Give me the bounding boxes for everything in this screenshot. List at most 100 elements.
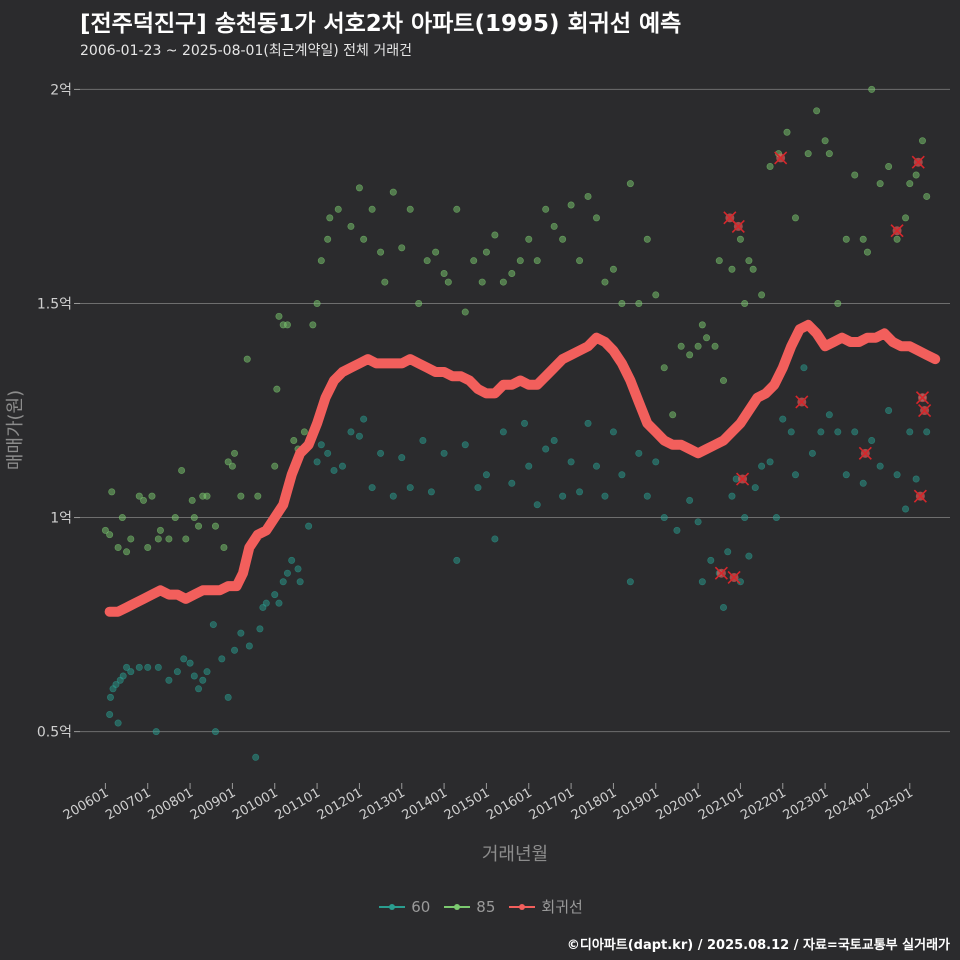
scatter-points <box>101 85 931 761</box>
outlier-marker <box>918 403 932 418</box>
data-point-85 <box>834 299 842 307</box>
data-point-60 <box>440 449 448 457</box>
data-point-85 <box>231 449 239 457</box>
outlier-marker <box>913 489 927 503</box>
x-tick-label: 201901 <box>611 785 661 823</box>
data-point-85 <box>584 192 592 200</box>
data-point-85 <box>275 312 283 320</box>
data-point-60 <box>842 471 850 479</box>
x-tick-label: 201401 <box>400 785 450 823</box>
data-point-60 <box>660 514 668 522</box>
outlier-marker <box>915 391 930 405</box>
data-point-60 <box>559 492 567 500</box>
data-point-85 <box>821 137 829 145</box>
x-tick-label: 200901 <box>188 785 238 823</box>
data-point-60 <box>389 492 397 500</box>
data-point-60 <box>745 552 753 560</box>
x-tick-label: 202301 <box>781 785 831 823</box>
data-point-85 <box>902 214 910 222</box>
data-point-60 <box>817 428 825 436</box>
data-point-85 <box>533 257 541 265</box>
outlier-marker <box>774 151 788 165</box>
data-point-85 <box>745 257 753 265</box>
data-point-85 <box>171 514 179 522</box>
x-tick-label: 201701 <box>527 785 577 823</box>
data-point-60 <box>779 415 787 423</box>
data-point-85 <box>140 496 148 504</box>
data-point-85 <box>273 385 281 393</box>
data-point-60 <box>144 663 152 671</box>
data-point-60 <box>673 526 681 534</box>
regression-line-layer <box>104 319 941 617</box>
data-point-85 <box>749 265 757 273</box>
data-point-60 <box>698 578 706 586</box>
data-point-85 <box>148 492 156 500</box>
legend-key-regression <box>509 903 536 910</box>
outlier-marker <box>890 224 904 238</box>
legend-item-85[interactable]: 85 <box>442 897 495 917</box>
data-point-60 <box>834 428 842 436</box>
data-point-85 <box>736 235 744 243</box>
data-point-60 <box>195 685 203 693</box>
data-point-60 <box>576 488 584 496</box>
data-point-85 <box>694 342 702 350</box>
data-point-60 <box>787 428 795 436</box>
data-point-60 <box>106 710 114 718</box>
data-point-60 <box>482 471 490 479</box>
data-point-85 <box>101 526 109 534</box>
data-point-60 <box>652 458 660 466</box>
data-point-85 <box>626 180 634 188</box>
data-point-60 <box>283 569 291 577</box>
data-point-60 <box>180 655 188 663</box>
data-point-85 <box>108 488 116 496</box>
data-point-85 <box>728 265 736 273</box>
data-point-85 <box>368 205 376 213</box>
outlier-marker <box>911 155 925 169</box>
data-point-60 <box>224 693 232 701</box>
data-point-85 <box>211 522 219 530</box>
data-point-60 <box>294 565 302 573</box>
data-point-85 <box>228 462 236 470</box>
data-point-85 <box>324 235 332 243</box>
data-point-85 <box>851 171 859 179</box>
data-point-60 <box>199 676 207 684</box>
outlier-marker <box>735 472 750 486</box>
data-point-85 <box>923 192 931 200</box>
data-point-85 <box>300 428 308 436</box>
outlier-marker <box>727 570 741 585</box>
legend-item-regression[interactable]: 회귀선 <box>507 896 583 917</box>
regression-line <box>104 319 941 617</box>
data-point-60 <box>741 514 749 522</box>
data-point-60 <box>419 436 427 444</box>
data-point-85 <box>567 201 575 209</box>
data-point-60 <box>521 419 529 427</box>
x-tick-label: 201101 <box>273 785 323 823</box>
data-point-60 <box>592 462 600 470</box>
x-tick-label: 200601 <box>61 785 111 823</box>
data-point-60 <box>772 514 780 522</box>
data-point-85 <box>203 492 211 500</box>
x-tick-label: 200701 <box>103 785 153 823</box>
x-tick-label: 202501 <box>865 785 915 823</box>
data-point-85 <box>224 458 232 466</box>
data-point-85 <box>453 205 461 213</box>
data-point-60 <box>368 484 376 492</box>
data-point-85 <box>360 235 368 243</box>
data-point-85 <box>906 180 914 188</box>
data-point-85 <box>542 205 550 213</box>
data-point-60 <box>209 621 217 629</box>
data-point-60 <box>584 419 592 427</box>
data-point-85 <box>237 492 245 500</box>
y-tick-label: 1.5억 <box>37 296 72 312</box>
data-point-60 <box>237 629 245 637</box>
data-point-85 <box>559 235 567 243</box>
data-point-60 <box>800 364 808 372</box>
data-point-85 <box>601 278 609 286</box>
data-point-60 <box>152 728 160 736</box>
data-point-85 <box>243 355 251 363</box>
data-point-60 <box>686 496 694 504</box>
legend-item-60[interactable]: 60 <box>377 897 430 917</box>
legend: 60 85 회귀선 <box>0 896 960 917</box>
outlier-marker <box>731 219 745 233</box>
x-axis-ticks: 2006012007012008012009012010012011012012… <box>61 783 916 823</box>
